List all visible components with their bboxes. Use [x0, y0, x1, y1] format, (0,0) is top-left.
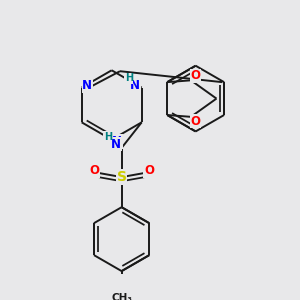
Text: O: O	[190, 115, 200, 128]
Text: N: N	[130, 79, 140, 92]
Text: N: N	[82, 79, 92, 92]
Text: S: S	[117, 170, 127, 184]
Text: N: N	[112, 135, 122, 148]
Text: O: O	[144, 164, 154, 177]
Text: H: H	[104, 132, 112, 142]
Text: CH₃: CH₃	[111, 293, 132, 300]
Text: O: O	[190, 69, 200, 82]
Text: N: N	[111, 138, 121, 151]
Text: H: H	[125, 74, 133, 83]
Text: O: O	[89, 164, 99, 177]
